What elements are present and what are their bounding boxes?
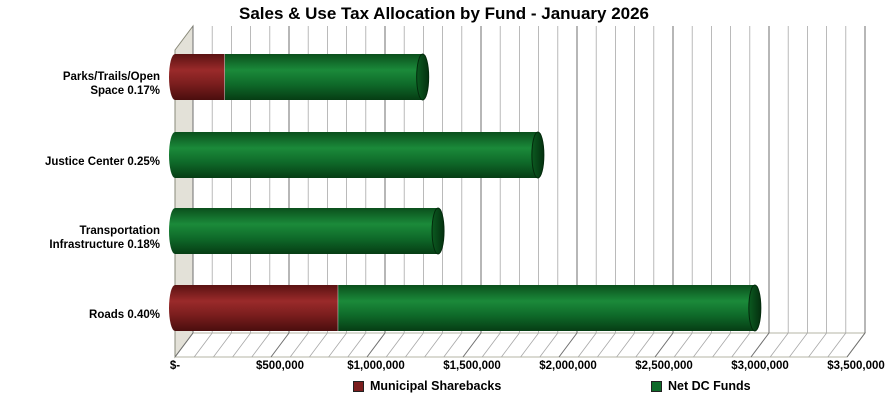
bar-left-cap [169,132,181,178]
legend-item-net-dc-funds: Net DC Funds [651,379,751,393]
gridline-floor [616,332,635,358]
gridline-floor [501,332,520,358]
gridline-floor [443,332,463,358]
gridline-floor [635,332,655,358]
gridline-floor [232,332,251,358]
gridline-floor [251,332,271,358]
gridline-floor [750,332,770,358]
bar-body [175,132,538,178]
gridline-floor [328,332,347,358]
gridline-floor [462,332,482,358]
x-tick-label: $3,000,000 [731,360,789,372]
gridline-floor [846,332,866,358]
gridline-floor [731,332,751,358]
chart-title: Sales & Use Tax Allocation by Fund - Jan… [238,4,650,23]
bar-left-cap [169,285,181,331]
gridline-floor [654,332,674,358]
gridline-floor [481,332,501,358]
bar-body [338,285,755,331]
gridline-floor [577,332,597,358]
category-label: Roads 0.40% [89,309,160,321]
bars [169,53,762,332]
bar-left-cap [169,54,181,100]
x-tick-label: $2,000,000 [539,360,597,372]
bar-right-cap [531,131,545,179]
bar-net-dc-funds [169,207,445,255]
gridline-floor [270,332,290,358]
legend-item-municipal-sharebacks: Municipal Sharebacks [353,379,501,393]
gridline-floor [539,332,559,358]
bar-municipal-sharebacks [169,54,226,100]
bar-net-dc-funds [169,131,545,179]
bar-right-cap [748,284,762,332]
bar-municipal-sharebacks [169,285,339,331]
gridline-floor [673,332,693,358]
category-label: Parks/Trails/Open Space 0.17% [62,71,160,97]
x-tick-label: $1,500,000 [443,360,501,372]
category-label: Justice Center 0.25% [44,156,160,168]
bar-net-dc-funds [338,284,762,332]
floor [174,332,866,358]
gridline-floor [174,332,194,358]
x-tick-label: $3,500,000 [827,360,885,372]
gridline-floor [808,332,827,358]
gridline-floor [558,332,578,358]
gridline-floor [789,332,808,358]
gridline-floor [769,332,789,358]
gridline-floor [597,332,616,358]
gridline-floor [712,332,731,358]
x-tick-label: $1,000,000 [347,360,405,372]
gridline-floor [520,332,539,358]
gridline-floor [827,332,847,358]
bar-body [175,208,439,254]
gridline-floor [347,332,367,358]
x-tick-label: $- [169,360,181,372]
bar-body [175,285,339,331]
bar-left-cap [169,208,181,254]
gridline-floor [193,332,213,358]
gridline-floor [405,332,424,358]
gridline-floor [213,332,232,358]
bar-right-cap [416,53,430,101]
legend-swatch-municipal-sharebacks [353,380,364,392]
gridline-floor [309,332,328,358]
bar-body [175,54,225,100]
category-label: Transportation Infrastructure 0.18% [49,225,160,251]
gridline-floor [693,332,712,358]
gridline-floor [424,332,443,358]
gridline-floor [385,332,405,358]
plot-walls [174,24,866,359]
bar-right-cap [431,207,445,255]
x-tick-label: $500,000 [256,360,304,372]
x-tick-label: $2,500,000 [635,360,693,372]
gridline-floor [366,332,386,358]
legend-swatch-net-dc-funds [651,380,662,392]
gridline-floor [289,332,309,358]
bar-body [224,54,423,100]
bar-net-dc-funds [224,53,430,101]
legend-label: Municipal Sharebacks [370,379,502,393]
legend-label: Net DC Funds [668,379,751,393]
